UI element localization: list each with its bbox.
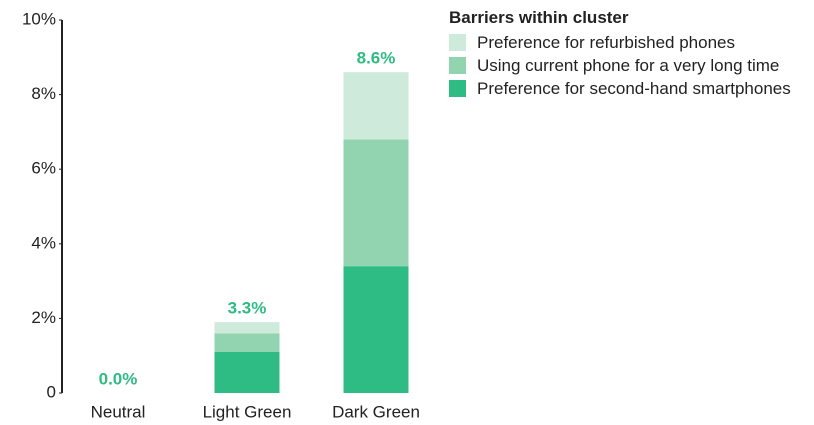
legend-item: Preference for refurbished phones bbox=[449, 32, 809, 53]
legend-label: Using current phone for a very long time bbox=[477, 56, 780, 75]
x-tick-label: Light Green bbox=[203, 402, 292, 421]
legend-swatch bbox=[449, 57, 466, 74]
y-tick-label: 0 bbox=[47, 382, 56, 401]
total-label: 0.0% bbox=[99, 369, 138, 388]
legend-swatch bbox=[449, 34, 466, 51]
y-tick-label: 4% bbox=[31, 233, 56, 252]
total-label: 3.3% bbox=[228, 299, 267, 318]
legend-title: Barriers within cluster bbox=[449, 8, 629, 27]
bar-segment bbox=[343, 266, 409, 393]
y-tick-label: 10% bbox=[22, 9, 56, 28]
x-tick-label: Dark Green bbox=[332, 402, 420, 421]
legend-item: Preference for second-hand smartphones bbox=[449, 78, 809, 99]
bar-segment bbox=[214, 322, 280, 334]
legend-label: Preference for refurbished phones bbox=[477, 33, 735, 52]
legend-swatch bbox=[449, 80, 466, 97]
bar-segment bbox=[214, 333, 280, 352]
legend-label: Preference for second-hand smartphones bbox=[477, 79, 791, 98]
bar-segment bbox=[343, 72, 409, 140]
legend-item: Using current phone for a very long time bbox=[449, 55, 809, 76]
y-tick-label: 8% bbox=[31, 84, 56, 103]
y-tick-label: 6% bbox=[31, 159, 56, 178]
y-tick-label: 2% bbox=[31, 308, 56, 327]
x-tick-label: Neutral bbox=[91, 402, 146, 421]
bar-segment bbox=[214, 351, 280, 393]
total-label: 8.6% bbox=[357, 49, 396, 68]
bar-segment bbox=[343, 139, 409, 267]
legend: Barriers within cluster Preference for r… bbox=[449, 8, 809, 101]
